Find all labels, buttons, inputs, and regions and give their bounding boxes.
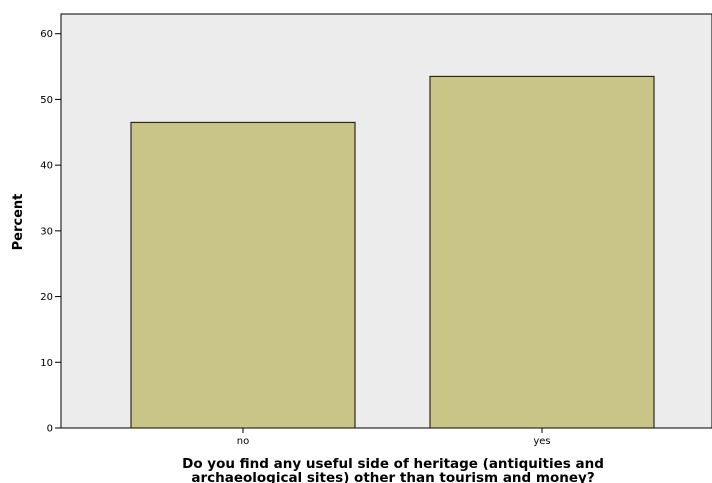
y-tick-label: 20 xyxy=(40,292,53,303)
x-axis-title-line-1: Do you find any useful side of heritage … xyxy=(182,456,604,472)
bar-no xyxy=(130,121,356,429)
y-axis: 0 10 20 30 40 50 60 xyxy=(40,29,61,435)
y-tick-label: 0 xyxy=(47,424,53,435)
y-tick-label: 10 xyxy=(40,358,53,369)
x-axis-title-line-2: archaeological sites) other than tourism… xyxy=(191,470,594,483)
y-tick-label: 40 xyxy=(40,161,53,172)
y-axis-title: Percent xyxy=(11,194,26,251)
x-axis: no yes xyxy=(237,428,551,447)
x-tick-label-no: no xyxy=(237,436,249,447)
bar-yes xyxy=(429,75,655,429)
y-tick-label: 60 xyxy=(40,29,53,40)
x-tick-label-yes: yes xyxy=(533,436,550,447)
y-tick-label: 30 xyxy=(40,226,53,237)
y-tick-label: 50 xyxy=(40,95,53,106)
